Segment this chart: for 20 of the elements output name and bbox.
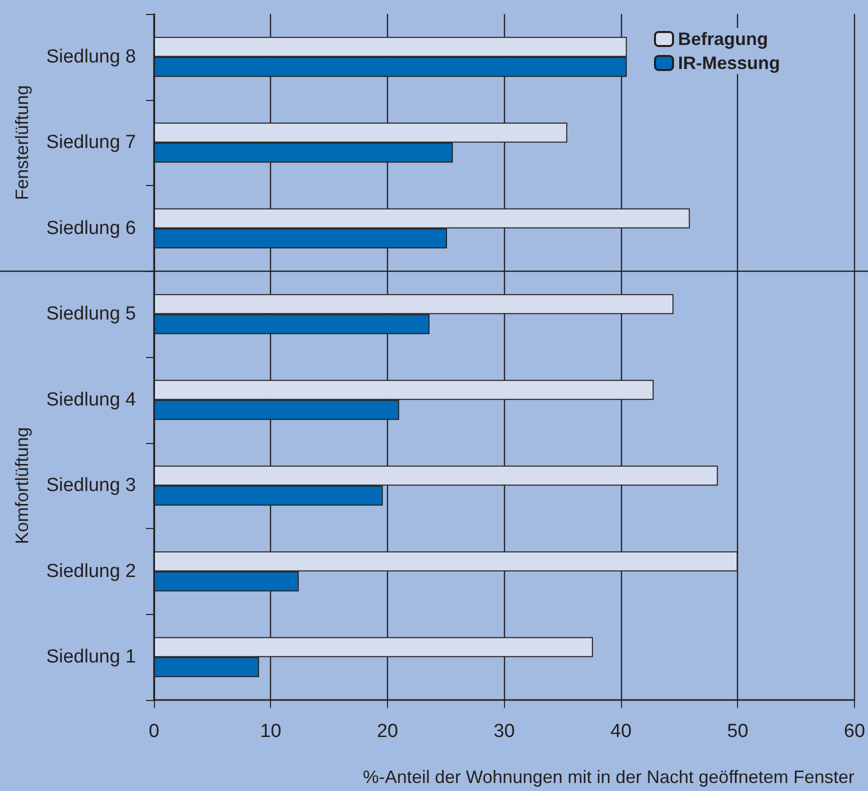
x-tick-label: 50 — [727, 721, 748, 742]
x-tick-label: 60 — [844, 721, 866, 742]
y-tick-label: Siedlung 4 — [46, 389, 136, 410]
x-axis-title: %-Anteil der Wohnungen mit in der Nacht geöffnetem Fenster — [362, 767, 854, 787]
y-tick-label: Siedlung 3 — [46, 475, 136, 496]
y-tick-label: Siedlung 1 — [46, 646, 136, 668]
y-tick-label: Siedlung 2 — [46, 560, 136, 582]
text: Komfortlüftung — [12, 427, 32, 544]
text: Fensterlüftung — [12, 85, 32, 200]
y-tick-label: Siedlung 7 — [46, 132, 136, 154]
legend-label: IR-Messung — [678, 53, 780, 73]
x-tick-label: 30 — [494, 721, 515, 742]
x-tick-label: 0 — [148, 721, 160, 742]
y-tick-label: Siedlung 6 — [46, 218, 136, 239]
legend-label: Befragung — [678, 29, 768, 49]
y-tick-label: Siedlung 8 — [46, 46, 136, 68]
x-tick-label: 40 — [610, 721, 632, 742]
x-tick-label: 10 — [260, 721, 282, 742]
x-tick-label: 20 — [376, 721, 398, 742]
y-tick-label: Siedlung 5 — [46, 304, 136, 325]
